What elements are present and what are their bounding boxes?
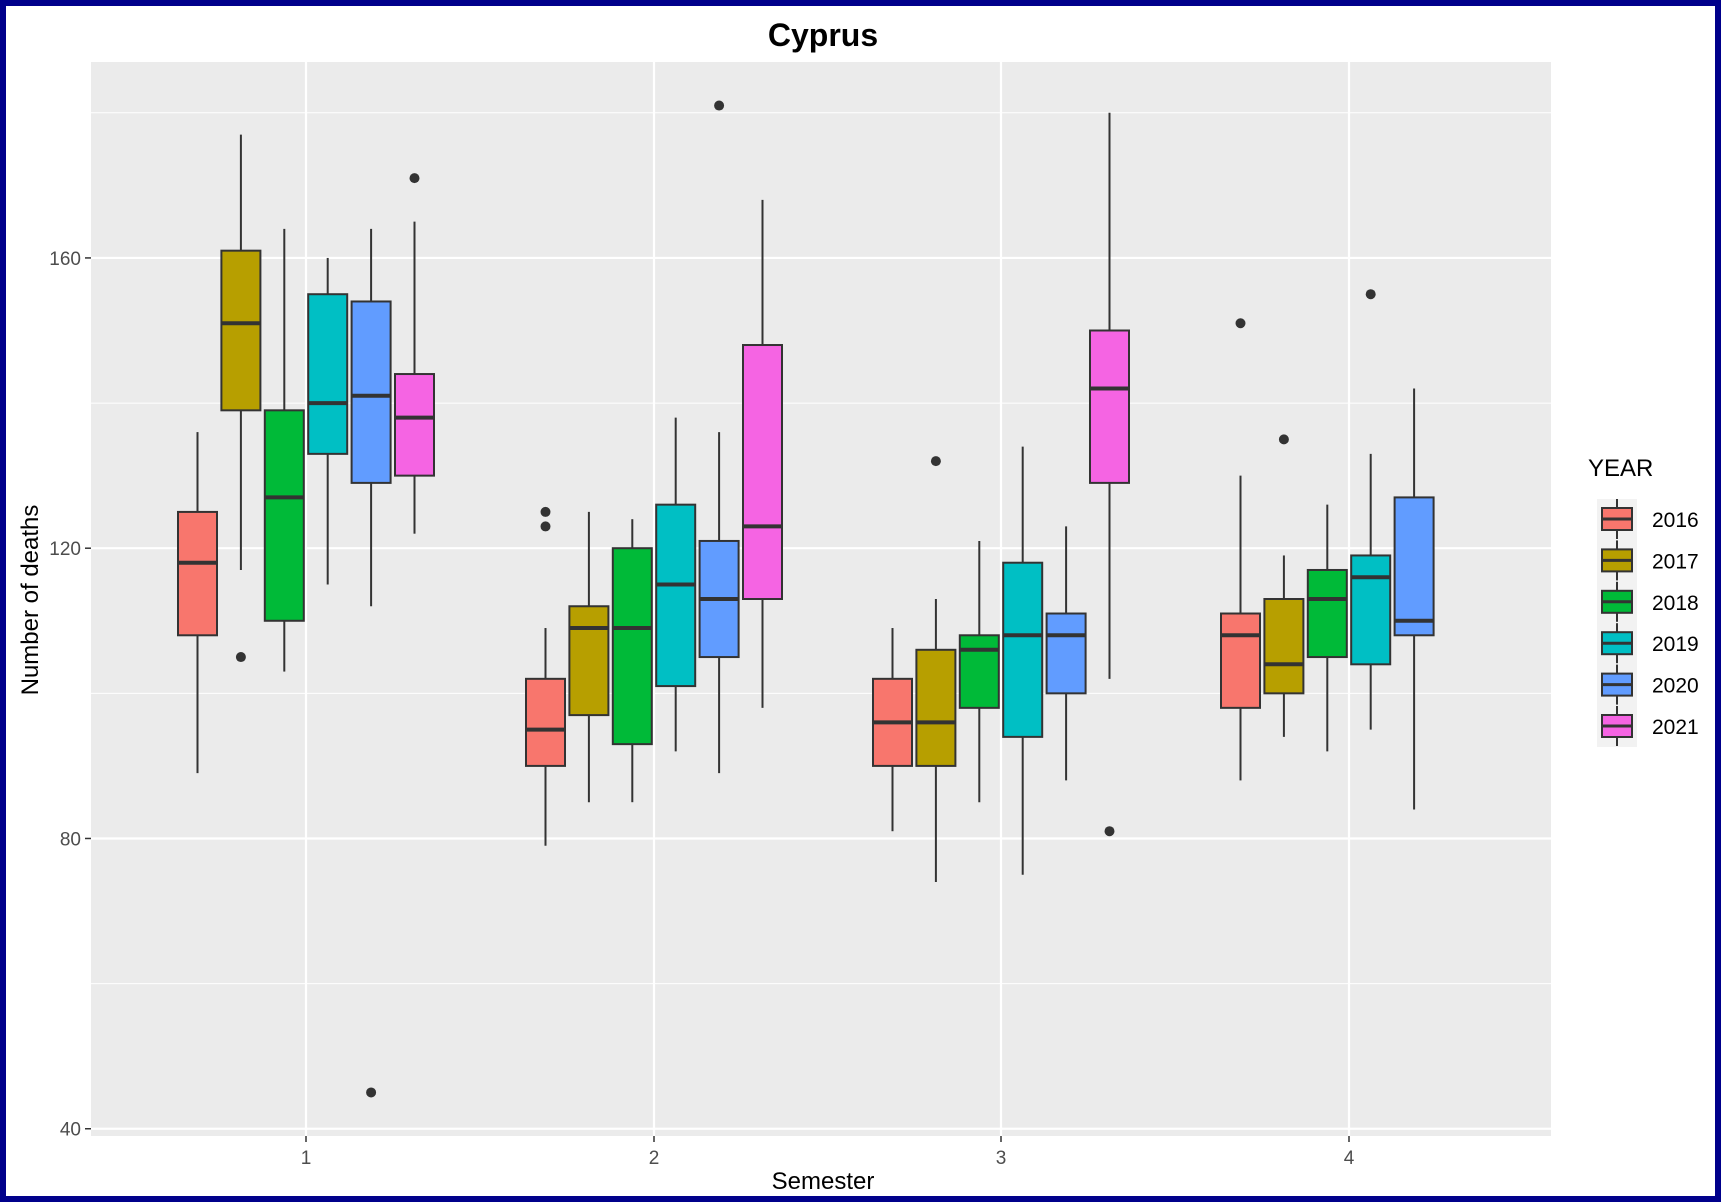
box-2016-semester-2	[525, 506, 566, 846]
box-body	[1220, 612, 1261, 709]
legend-key-background	[1597, 499, 1637, 747]
box-body	[611, 547, 653, 746]
box-body	[307, 293, 349, 455]
outlier-point	[540, 506, 551, 517]
box-2018-semester-4	[1306, 504, 1348, 752]
box-body	[220, 249, 262, 412]
legend-item-2020: 2020	[1601, 664, 1699, 705]
legend-item-2016: 2016	[1601, 499, 1699, 539]
x-tick-label: 2	[649, 1148, 660, 1169]
axes: 40 80 120 160 1 2 3 4	[49, 249, 1354, 1169]
box-2017-semester-3	[915, 456, 957, 883]
legend-label: 2018	[1652, 592, 1699, 615]
outlier-point	[409, 173, 420, 184]
box-2016-semester-4	[1220, 318, 1261, 781]
box-body	[1002, 561, 1044, 738]
box-2016-semester-1	[177, 432, 218, 774]
y-tick-label: 80	[60, 829, 81, 850]
legend-title: YEAR	[1588, 455, 1653, 482]
box-2019-semester-4	[1350, 289, 1392, 730]
box-body	[655, 503, 697, 688]
box-2020-semester-1	[350, 228, 392, 1098]
legend-item-2021: 2021	[1601, 706, 1699, 746]
box-body	[915, 648, 957, 767]
chart-title: Cyprus	[768, 17, 878, 53]
box-body	[1306, 568, 1348, 659]
box-groups	[177, 100, 1435, 1098]
legend-label: 2020	[1652, 675, 1699, 698]
box-body	[177, 510, 218, 637]
box-2017-semester-4	[1263, 434, 1305, 737]
legend-label: 2016	[1652, 509, 1699, 532]
box-body	[350, 300, 392, 484]
box-2021-semester-3	[1089, 112, 1130, 837]
outlier-point	[366, 1087, 377, 1098]
legend-label: 2017	[1652, 550, 1699, 573]
outlier-point	[930, 456, 941, 467]
y-tick-label: 160	[49, 249, 81, 270]
y-tick-label: 120	[49, 539, 81, 560]
legend-label: 2019	[1652, 633, 1699, 656]
box-2017-semester-2	[568, 511, 610, 803]
box-2019-semester-2	[655, 417, 697, 752]
legend-item-2019: 2019	[1601, 623, 1699, 664]
box-body	[263, 409, 305, 622]
box-2021-semester-2	[742, 199, 783, 708]
box-2020-semester-3	[1045, 526, 1087, 781]
x-tick-label: 4	[1344, 1148, 1355, 1169]
box-body	[958, 634, 1000, 709]
outlier-point	[235, 652, 246, 663]
legend-item-2017: 2017	[1601, 540, 1699, 581]
box-body	[1393, 496, 1435, 637]
y-tick-label: 40	[60, 1120, 81, 1141]
box-body	[568, 605, 610, 717]
outlier-point	[1365, 289, 1376, 300]
outlier-point	[1278, 434, 1289, 445]
box-body	[525, 677, 566, 767]
box-2019-semester-1	[307, 257, 349, 585]
box-body	[742, 344, 783, 600]
legend-item-2018: 2018	[1601, 581, 1699, 622]
box-2018-semester-2	[611, 519, 653, 803]
legend: YEAR 2016 2017 2018 2019 2020 2021	[1588, 455, 1699, 747]
box-body	[1089, 329, 1130, 484]
y-axis-title: Number of deaths	[17, 505, 44, 696]
box-2019-semester-3	[1002, 446, 1044, 875]
box-body	[1350, 554, 1392, 666]
x-tick-label: 1	[301, 1148, 312, 1169]
box-2018-semester-1	[263, 228, 305, 672]
box-2020-semester-2	[698, 100, 740, 774]
boxplot-chart: Cyprus 40 80 120 160 1 2 3 4 Semester Number of…	[17, 17, 1699, 1195]
outlier-point	[1104, 826, 1115, 837]
outlier-point	[540, 521, 551, 532]
chart-frame: Cyprus 40 80 120 160 1 2 3 4 Semester Number of…	[6, 6, 1715, 1196]
box-2018-semester-3	[958, 540, 1000, 803]
box-body	[1045, 612, 1087, 695]
outlier-point	[1235, 318, 1246, 329]
x-axis-title: Semester	[772, 1168, 875, 1195]
box-2021-semester-1	[394, 173, 435, 534]
x-tick-label: 3	[996, 1148, 1007, 1169]
legend-label: 2021	[1652, 716, 1699, 739]
box-body	[394, 373, 435, 477]
box-2020-semester-4	[1393, 388, 1435, 810]
box-2017-semester-1	[220, 134, 262, 663]
box-body	[1263, 598, 1305, 695]
outlier-point	[714, 100, 725, 111]
box-2016-semester-3	[872, 628, 913, 832]
